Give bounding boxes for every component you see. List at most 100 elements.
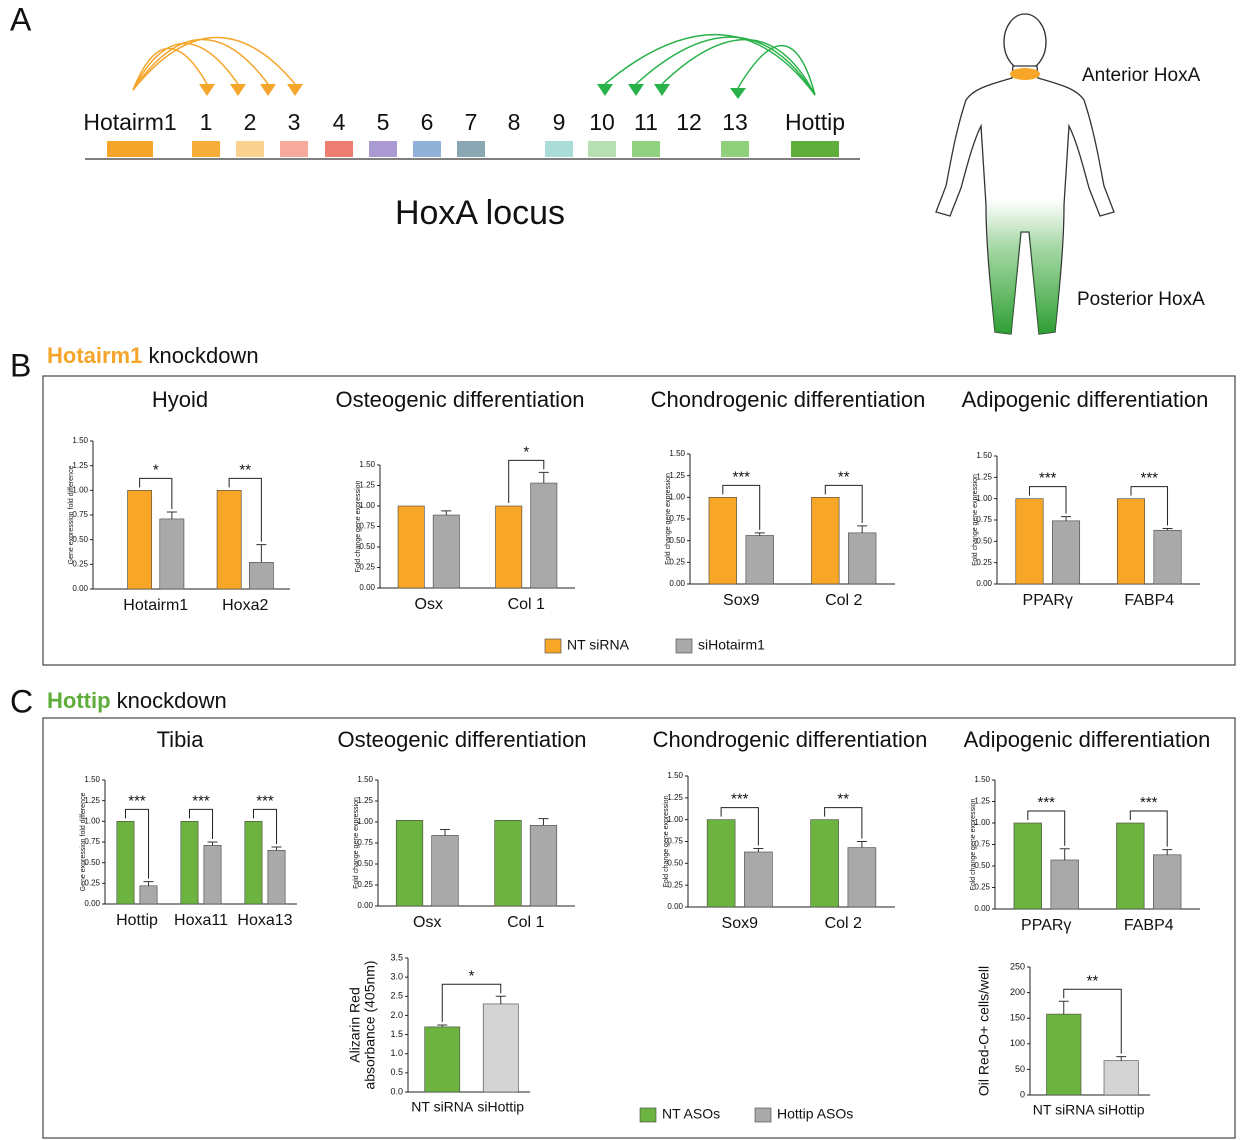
error-bar	[271, 846, 282, 851]
chart-title: Tibia	[157, 727, 205, 752]
y-tick-label: 0.75	[84, 837, 100, 846]
y-tick-label: 1.50	[976, 451, 992, 460]
gene-box	[791, 141, 839, 157]
panel-heading: Hottip knockdown	[47, 688, 227, 713]
y-tick-label: 0.00	[357, 901, 373, 910]
error-bar	[1116, 1056, 1127, 1061]
legend-label: siHotairm1	[698, 637, 765, 653]
error-bar	[1059, 848, 1070, 860]
bar	[495, 505, 523, 589]
y-tick-label: 1.50	[667, 771, 683, 780]
y-axis-label: Fold change gene expression	[665, 473, 672, 565]
y-tick-label: 0.25	[84, 878, 100, 887]
y-tick-label: 1.00	[84, 816, 100, 825]
significance-label: ***	[256, 792, 274, 809]
significance-bracket	[508, 459, 545, 503]
significance-bracket	[722, 484, 761, 530]
bar	[244, 821, 263, 905]
bar	[494, 820, 522, 907]
error-bar	[437, 1024, 448, 1027]
panel-frame	[42, 375, 1236, 666]
error-bar	[256, 544, 267, 563]
bar	[1015, 498, 1044, 585]
error-bar	[441, 510, 452, 516]
y-tick-label: 1.00	[357, 817, 373, 826]
y-tick-label: 1.25	[974, 797, 990, 806]
gene-box	[457, 141, 485, 157]
significance-label: ***	[731, 791, 749, 808]
bar	[395, 820, 424, 907]
heading-text: knockdown	[117, 688, 227, 713]
bar	[1116, 822, 1145, 910]
significance-label: ***	[1140, 794, 1158, 811]
y-tick-label: 0.50	[669, 536, 685, 545]
bar	[848, 532, 877, 585]
y-tick-label: 1.50	[72, 436, 88, 445]
y-tick-label: 0.00	[359, 583, 375, 592]
gene-label: 13	[722, 109, 748, 135]
x-tick-label: Col 1	[508, 596, 545, 613]
bar	[530, 482, 558, 589]
gene-label: Hottip	[785, 109, 845, 135]
error-bar	[754, 532, 765, 536]
y-tick-label: 1.50	[84, 775, 100, 784]
panel-letter: A	[10, 1, 32, 37]
bar	[267, 849, 286, 905]
x-tick-label: siHottip	[477, 1099, 524, 1115]
significance-bracket	[720, 807, 759, 846]
x-tick-label: NT siRNA	[1033, 1102, 1096, 1118]
green-arrows	[604, 33, 816, 96]
y-tick-label: 0.25	[974, 883, 990, 892]
y-tick-label: 0.00	[84, 899, 100, 908]
bar	[1046, 1013, 1082, 1096]
bar	[1103, 1060, 1139, 1096]
bar	[116, 821, 135, 905]
bar	[1052, 520, 1081, 585]
x-tick-label: Sox9	[723, 592, 760, 609]
x-tick-label: Col 2	[825, 915, 862, 932]
significance-bracket	[124, 808, 150, 879]
y-tick-label: 0.75	[667, 837, 683, 846]
gene-box	[280, 141, 308, 157]
x-tick-label: Hotairm1	[123, 597, 188, 614]
chart-title: Chondrogenic differentiation	[651, 387, 926, 412]
significance-bracket	[824, 807, 863, 839]
significance-bracket	[188, 808, 214, 839]
y-tick-label: 1.50	[359, 460, 375, 469]
x-tick-label: Osx	[415, 596, 443, 613]
y-tick-label: 0.5	[390, 1067, 403, 1077]
bar	[811, 497, 840, 585]
significance-bracket	[228, 477, 262, 542]
bar	[1050, 859, 1079, 910]
y-axis-label: Alizarin Red	[347, 987, 363, 1062]
x-tick-label: FABP4	[1124, 917, 1174, 934]
bar	[745, 535, 774, 585]
y-tick-label: 2.0	[390, 1010, 403, 1020]
bar	[1013, 822, 1042, 910]
significance-bracket	[252, 808, 278, 844]
bar	[203, 845, 222, 905]
heading-highlight: Hotairm1	[47, 343, 142, 368]
gene-label: 7	[465, 109, 478, 135]
y-tick-label: 0.25	[667, 880, 683, 889]
y-tick-label: 0.75	[669, 514, 685, 523]
bar	[744, 851, 773, 908]
gene-box	[325, 141, 353, 157]
y-tick-label: 1.00	[669, 492, 685, 501]
y-axis-label: Oil Red-O+ cells/well	[976, 966, 992, 1096]
y-tick-label: 1.25	[357, 796, 373, 805]
bar	[706, 819, 736, 908]
bar	[1153, 854, 1182, 910]
chart-title: Chondrogenic differentiation	[653, 727, 928, 752]
y-tick-label: 0.50	[84, 858, 100, 867]
gene-box	[721, 141, 749, 157]
significance-bracket	[824, 484, 863, 523]
bar	[529, 825, 558, 907]
x-tick-label: FABP4	[1124, 592, 1174, 609]
y-tick-label: 1.50	[669, 449, 685, 458]
significance-label: **	[837, 791, 849, 808]
significance-bracket	[1129, 810, 1168, 847]
bar	[810, 819, 839, 908]
x-tick-label: Sox9	[722, 915, 759, 932]
